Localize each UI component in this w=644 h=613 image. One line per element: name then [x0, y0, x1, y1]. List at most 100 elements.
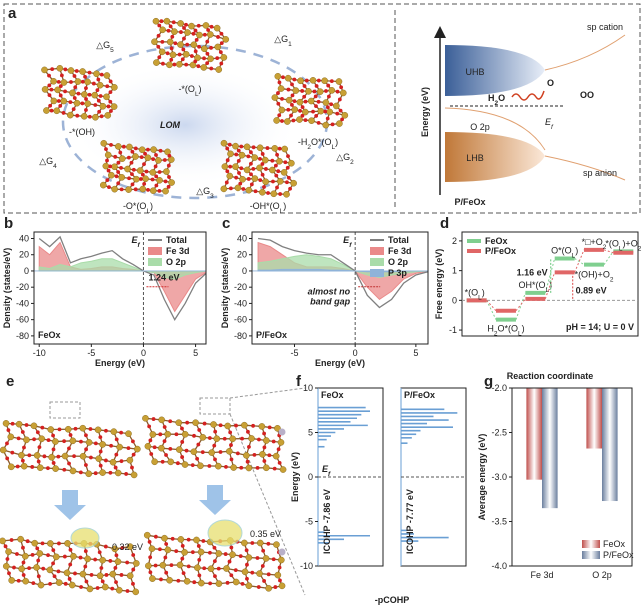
o-atom — [148, 570, 153, 575]
connector — [603, 249, 614, 254]
o-atom — [186, 564, 191, 569]
o-atom — [139, 177, 143, 181]
o-atom — [240, 436, 244, 441]
o-atom — [68, 562, 73, 567]
text-part: L — [619, 245, 623, 252]
o-atom — [184, 448, 189, 453]
fe-atom — [226, 172, 234, 180]
chart-title: FeOx — [38, 330, 61, 340]
x-tick-label: -5 — [290, 348, 298, 358]
o-atom — [131, 439, 135, 444]
o-atom — [95, 88, 100, 93]
fe-atom — [69, 467, 77, 475]
text-part: ) — [283, 201, 286, 211]
o-atom — [238, 181, 243, 186]
o-atom — [170, 536, 175, 541]
o-atom — [262, 185, 266, 189]
fe-atom — [152, 17, 160, 25]
o-atom — [47, 83, 52, 88]
o-atom — [41, 566, 46, 571]
o-atom — [290, 82, 294, 87]
fe-atom — [224, 422, 231, 430]
text-part: 2 — [638, 245, 642, 252]
text-part: 5 — [110, 47, 114, 54]
o-atom — [21, 560, 26, 565]
fe-atom — [145, 562, 152, 570]
o-atom — [103, 544, 108, 549]
fe-atom — [280, 169, 288, 176]
text-part: O*(O — [497, 324, 518, 334]
fe-atom — [47, 426, 55, 433]
y-tick-label: -4.0 — [491, 561, 507, 571]
o-atom — [261, 548, 266, 553]
o-atom — [35, 546, 40, 551]
o-atom — [25, 539, 30, 544]
o-atom — [215, 56, 220, 61]
fe-atom — [47, 540, 54, 547]
o-atom — [219, 31, 224, 36]
text-part: 4 — [53, 163, 57, 170]
o-atom — [262, 431, 267, 436]
o-atom — [126, 446, 131, 450]
fe-atom — [197, 548, 205, 556]
o-atom — [249, 182, 254, 187]
legend-label: P/FeOx — [603, 550, 634, 560]
fermi-label: Ef — [131, 235, 140, 249]
o-atom — [46, 438, 51, 443]
fe-atom — [271, 94, 279, 101]
o-atom — [314, 104, 318, 108]
o-atom — [184, 62, 189, 67]
barrier-label: 0.35 eV — [250, 529, 281, 539]
bar — [542, 388, 558, 509]
fe-atom — [95, 455, 103, 462]
fe-atom — [277, 85, 285, 92]
o-atom — [163, 179, 168, 184]
o-atom — [162, 439, 167, 444]
o-atom — [108, 559, 113, 563]
o-atom — [125, 560, 130, 565]
o-atom — [83, 549, 88, 554]
o-atom — [83, 74, 87, 79]
o-atom — [58, 93, 63, 98]
o-atom — [104, 458, 108, 463]
fe-atom — [50, 97, 58, 105]
fe-atom — [118, 155, 126, 162]
fe-atom — [126, 143, 133, 151]
o-atom — [192, 580, 197, 585]
fe-atom — [222, 36, 230, 43]
o-atom — [225, 580, 230, 585]
fe-atom — [223, 565, 230, 572]
o-atom — [36, 558, 41, 563]
fe-atom — [63, 569, 71, 577]
fe-atom — [109, 570, 117, 578]
zoom-line — [229, 387, 306, 399]
fe-atom — [110, 103, 118, 110]
o-atom — [160, 39, 165, 44]
o-atom — [130, 149, 135, 154]
fe-atom — [79, 424, 87, 432]
o-atom — [166, 28, 171, 33]
o-atom — [239, 465, 244, 470]
o-atom — [99, 566, 104, 570]
o-atom — [146, 187, 150, 192]
o-atom — [27, 566, 32, 571]
o-atom — [180, 543, 185, 548]
fe-atom — [317, 107, 325, 115]
fe-atom — [161, 534, 168, 542]
o-atom — [46, 466, 50, 471]
fe-atom — [79, 68, 86, 75]
o-atom — [73, 571, 77, 576]
o-atom — [340, 117, 345, 122]
text-part: ) — [482, 287, 485, 297]
fe-atom — [93, 70, 100, 78]
text-part: L — [195, 91, 199, 98]
o-atom — [271, 439, 276, 444]
o-atom — [79, 585, 84, 589]
icohp-label: ICOHP -7.77 eV — [405, 489, 415, 554]
state-label: O*(OL) — [551, 245, 578, 259]
fe-atom — [305, 88, 312, 95]
o-atom — [260, 162, 265, 166]
fe-atom — [181, 461, 189, 468]
o-atom — [196, 544, 201, 548]
connector — [603, 251, 614, 265]
